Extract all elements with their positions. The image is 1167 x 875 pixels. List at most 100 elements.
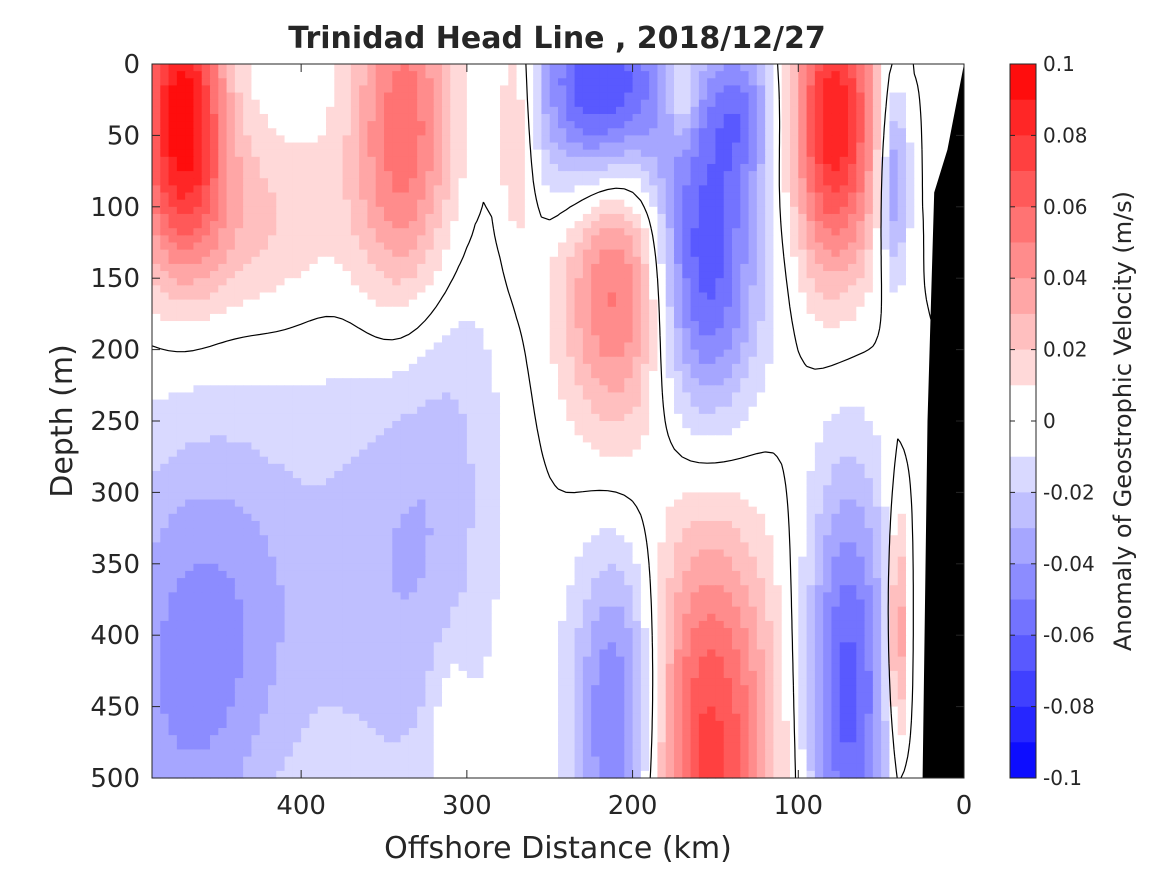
field-cell [690, 278, 700, 286]
field-cell [309, 71, 319, 79]
field-cell [889, 285, 899, 294]
field-cell [632, 385, 642, 394]
field-cell [765, 163, 775, 172]
field-cell [226, 285, 236, 294]
field-cell [765, 106, 775, 115]
field-cell [823, 142, 833, 151]
field-cell [500, 171, 509, 179]
field-cell [268, 385, 277, 394]
field-cell [607, 385, 617, 394]
field-cell [864, 263, 874, 272]
field-cell [259, 313, 269, 322]
field-cell [350, 321, 360, 329]
field-cell [781, 292, 791, 301]
field-cell [541, 178, 551, 186]
field-cell [756, 99, 766, 108]
field-cell [856, 299, 866, 308]
field-cell [599, 192, 609, 201]
field-cell [218, 371, 228, 379]
field-cell [185, 221, 195, 229]
field-cell [632, 356, 642, 365]
field-cell [649, 306, 659, 315]
field-cell [574, 356, 584, 365]
field-cell [193, 99, 203, 108]
field-cell [176, 106, 186, 115]
field-cell [234, 321, 244, 329]
field-cell [442, 378, 451, 386]
field-cell [400, 206, 410, 215]
field-cell [881, 206, 891, 215]
field-cell [856, 228, 866, 236]
field-cell [516, 413, 526, 422]
field-cell [301, 156, 311, 165]
field-cell [392, 285, 402, 294]
field-cell [425, 363, 435, 372]
field-cell [500, 99, 509, 108]
field-cell [292, 156, 302, 165]
field-cell [317, 342, 327, 351]
field-cell [500, 78, 509, 87]
field-cell [392, 321, 402, 329]
field-cell [616, 306, 625, 315]
field-cell [524, 78, 534, 87]
field-cell [350, 313, 360, 322]
field-cell [698, 285, 708, 294]
field-cell [193, 135, 203, 144]
field-cell [773, 399, 783, 408]
field-cell [839, 363, 849, 372]
field-cell [616, 406, 625, 415]
field-cell [756, 349, 766, 358]
field-cell [359, 292, 369, 301]
field-cell [698, 392, 708, 401]
field-cell [773, 235, 783, 244]
field-cell [442, 385, 451, 394]
field-cell [732, 221, 741, 229]
field-cell [831, 378, 841, 386]
field-cell [483, 128, 493, 136]
field-cell [375, 263, 385, 272]
field-cell [649, 71, 659, 79]
field-cell [848, 392, 857, 401]
field-cell [889, 99, 899, 108]
field-cell [906, 242, 915, 251]
field-cell [210, 328, 219, 336]
field-cell [176, 363, 186, 372]
field-cell [814, 321, 824, 329]
field-cell [848, 71, 857, 79]
field-cell [549, 328, 559, 336]
field-cell [500, 113, 509, 122]
field-cell [251, 235, 261, 244]
field-cell [152, 285, 161, 294]
field-cell [831, 249, 841, 258]
field-cell [574, 78, 584, 87]
field-cell [152, 135, 161, 144]
field-cell [814, 285, 824, 294]
field-cell [607, 113, 617, 122]
field-cell [458, 135, 468, 144]
field-cell [798, 328, 808, 336]
field-cell [168, 278, 178, 286]
field-cell [176, 349, 186, 358]
field-cell [732, 206, 741, 215]
field-cell [906, 121, 915, 129]
field-cell [408, 64, 418, 72]
field-cell [350, 392, 360, 401]
field-cell [317, 392, 327, 401]
field-cell [450, 85, 460, 94]
field-cell [624, 299, 634, 308]
field-cell [624, 342, 634, 351]
field-cell [292, 349, 302, 358]
field-cell [400, 299, 410, 308]
field-cell [657, 285, 667, 294]
field-cell [384, 385, 393, 394]
field-cell [516, 335, 526, 344]
field-cell [616, 371, 625, 379]
field-cell [665, 206, 675, 215]
field-cell [524, 385, 534, 394]
field-cell [516, 185, 526, 194]
field-cell [748, 263, 758, 272]
field-cell [450, 92, 460, 101]
field-cell [665, 128, 675, 136]
field-cell [508, 235, 518, 244]
field-cell [309, 206, 319, 215]
